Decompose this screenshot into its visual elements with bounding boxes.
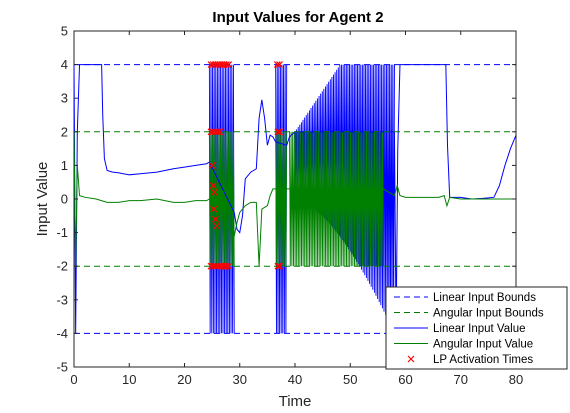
lp-activation-marker <box>213 222 220 230</box>
y-tick-label: 2 <box>61 124 68 139</box>
lp-activation-marker <box>273 61 281 69</box>
x-tick-label: 80 <box>509 372 523 387</box>
legend-entry-label: Angular Input Bounds <box>433 308 544 320</box>
lp-activation-marker <box>276 262 283 270</box>
x-tick-label: 30 <box>233 372 247 387</box>
y-tick-label: 0 <box>61 192 68 207</box>
y-tick-label: -1 <box>56 225 68 240</box>
legend: Linear Input Bounds Angular Input Bounds L… <box>385 286 568 370</box>
x-tick-label: 20 <box>177 372 191 387</box>
legend-entry-label: LP Activation Times <box>433 354 533 366</box>
chart-marks <box>74 61 516 334</box>
legend-entry-label: Angular Input Value <box>433 339 533 351</box>
x-tick-label: 40 <box>288 372 302 387</box>
lp-activation-marker <box>212 215 219 223</box>
chart-title: Input Values for Agent 2 <box>212 9 383 26</box>
lp-activation-marker <box>225 262 233 270</box>
lp-activation-marker <box>223 262 230 270</box>
lp-activation-marker <box>210 205 218 213</box>
lp-activation-marker <box>274 262 282 270</box>
angular-input-value-line <box>74 131 516 267</box>
x-tick-label: 10 <box>122 372 136 387</box>
lp-activation-marker <box>274 128 282 136</box>
y-tick-label: 5 <box>61 24 68 39</box>
data-layer <box>74 61 516 334</box>
x-tick-label: 60 <box>398 372 412 387</box>
oscillation-band-angular-5 <box>289 131 384 267</box>
legend-entry-label: Linear Input Value <box>433 323 526 335</box>
lp-activation-marker <box>223 61 230 69</box>
y-tick-label: -4 <box>56 326 68 341</box>
lp-activation-marker <box>216 128 224 136</box>
x-axis-label: Time <box>279 393 312 410</box>
lp-activation-marker <box>210 188 218 196</box>
y-tick-label: 3 <box>61 91 68 106</box>
legend-entry-label: Linear Input Bounds <box>433 292 536 304</box>
y-axis-label: Input Value <box>34 162 51 237</box>
lp-activation-marker <box>209 182 217 189</box>
lp-activation-marker <box>276 128 283 136</box>
y-tick-label: 1 <box>61 158 68 173</box>
oscillation-band-angular-4 <box>275 131 288 267</box>
y-tick-label: -2 <box>56 259 68 274</box>
y-tick-label: -3 <box>56 292 68 307</box>
y-tick-label: -5 <box>56 360 68 375</box>
legend-swatch-marker <box>407 355 415 363</box>
x-tick-label: 50 <box>343 372 357 387</box>
lp-activation-marker <box>208 161 216 169</box>
x-tick-label: 0 <box>70 372 77 387</box>
lp-activation-marker <box>276 61 283 69</box>
y-tick-label: 4 <box>61 57 68 72</box>
linear-input-value-line <box>74 64 516 334</box>
oscillation-band-angular-3 <box>208 131 235 267</box>
lp-activation-marker <box>225 61 233 69</box>
lp-activation-marker <box>214 128 222 136</box>
x-tick-label: 70 <box>454 372 468 387</box>
